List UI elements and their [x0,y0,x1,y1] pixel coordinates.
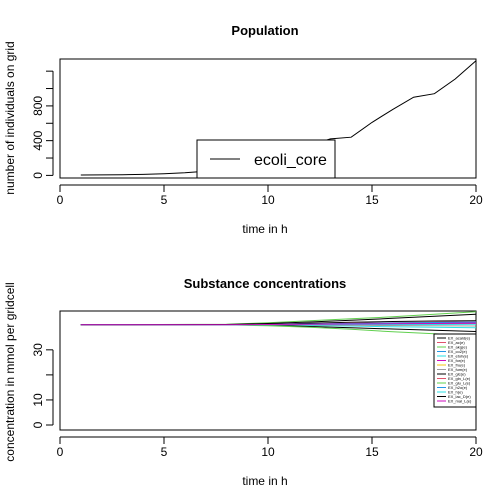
population-x-label: time in h [242,222,287,236]
population-y-tick-label: 0 [31,172,45,179]
substance-x-tick-label: 15 [365,445,379,459]
substance-legend-label: EX_lac_D(e) [448,394,471,399]
population-x-axis: 0 5 10 15 20 [57,184,483,207]
substance-legend-label: EX_mal_L(e) [448,399,472,404]
substance-x-tick-label: 20 [469,445,483,459]
substance-legend-label: EX_h(e) [448,390,463,395]
substance-legend-label: EX_co2(e) [448,349,468,354]
substance-y-axis: 0 10 30 [31,343,54,428]
population-title: Population [231,23,298,38]
substance-y-tick-label: 0 [31,421,45,428]
substance-legend-label: EX_ac(e) [448,340,465,345]
substance-y-label: concentration in mmol per gridcell [3,282,17,461]
substance-legend-label: EX_fru(e) [448,363,466,368]
population-panel: Population 0 5 10 15 20 0 400 800 time in h nu… [3,23,483,236]
population-x-tick-label: 0 [57,193,64,207]
substance-legend-label: EX_glc(e) [448,372,466,377]
substance-legend-box [433,333,477,408]
population-x-tick-label: 20 [469,193,483,207]
population-x-tick-label: 5 [161,193,168,207]
substance-legend: EX_acald(e)EX_ac(e)EX_akg(e)EX_co2(e)EX_… [433,333,477,408]
substance-title: Substance concentrations [184,276,347,291]
substance-x-label: time in h [242,474,287,488]
substance-y-tick-label: 10 [31,393,45,407]
population-x-tick-label: 15 [365,193,379,207]
population-legend-label: ecoli_core [254,152,327,169]
substance-legend-label: EX_h2o(e) [448,385,468,390]
population-x-tick-label: 10 [261,193,275,207]
substance-x-tick-label: 0 [57,445,64,459]
substance-legend-label: EX_etoh(e) [448,354,469,359]
substance-panel: Substance concentrations 0 5 10 15 20 01030 … [3,276,483,488]
substance-x-tick-label: 5 [161,445,168,459]
substance-series-line-15 [80,322,477,326]
substance-legend-label: EX_glu_L(e) [448,381,471,386]
substance-y-tick-label: 30 [31,343,45,357]
substance-legend-label: EX_acald(e) [448,336,471,341]
population-legend: ecoli_core [196,139,336,179]
substance-legend-label: EX_gln_L(e) [448,376,471,381]
substance-legend-label: EX_akg(e) [448,345,468,350]
population-y-axis: 0 400 800 [31,70,54,179]
substance-legend-label: EX_fum(e) [448,367,468,372]
substance-series [80,311,477,337]
substance-x-axis: 0 5 10 15 20 [57,436,483,459]
population-y-tick-label: 800 [31,96,45,116]
substance-legend-label: EX_for(e) [448,358,466,363]
substance-x-tick-label: 10 [261,445,275,459]
substance-plot-box [59,310,477,431]
population-y-label: number of individuals on grid [3,41,17,194]
substance-series-line-11 [80,324,477,337]
population-y-tick-label: 400 [31,130,45,150]
